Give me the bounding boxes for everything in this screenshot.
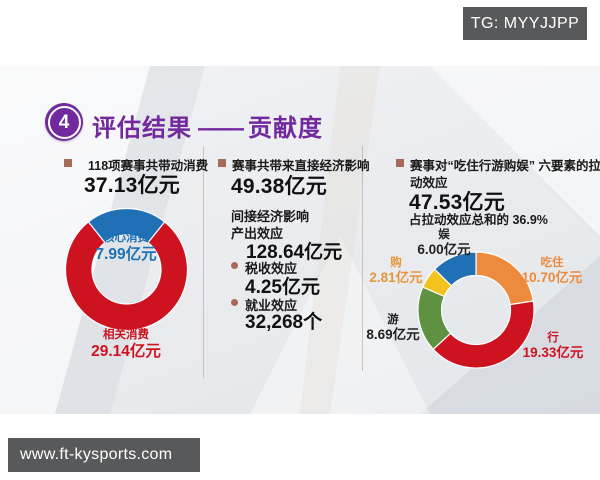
direct-impact-value: 49.38亿元 bbox=[231, 175, 327, 198]
tour-value: 8.69亿元 bbox=[366, 327, 420, 343]
output-effect-value: 128.64亿元 bbox=[246, 242, 343, 263]
core-consumption-value: 7.99亿元 bbox=[95, 246, 157, 264]
employment-effect-label: 就业效应 bbox=[245, 298, 298, 313]
square-bullet-icon bbox=[64, 159, 72, 167]
section-number: 4 bbox=[47, 105, 81, 139]
entertainment-value: 6.00亿元 bbox=[417, 242, 471, 258]
column-divider bbox=[362, 146, 363, 371]
section-number-circle: 4 bbox=[45, 103, 83, 141]
indirect-impact-heading: 间接经济影响 bbox=[231, 209, 310, 224]
eat-stay-name: 吃住 bbox=[540, 257, 564, 269]
tour-label: 游 8.69亿元 bbox=[348, 314, 438, 343]
employment-effect-value: 32,268个 bbox=[245, 312, 323, 333]
transport-value: 19.33亿元 bbox=[522, 345, 584, 361]
entertainment-label: 娱 6.00亿元 bbox=[399, 229, 489, 258]
shopping-value: 2.81亿元 bbox=[369, 270, 423, 286]
direct-impact-heading: 赛事共带来直接经济影响 bbox=[232, 159, 370, 173]
round-bullet-icon bbox=[231, 299, 238, 306]
website-text: www.ft-kysports.com bbox=[20, 446, 173, 463]
square-bullet-icon bbox=[396, 159, 404, 167]
related-consumption-name: 相关消费 bbox=[103, 329, 149, 341]
tax-effect-label: 税收效应 bbox=[245, 261, 298, 276]
core-consumption-label: 核心消费 7.99亿元 bbox=[66, 232, 186, 264]
eat-stay-label: 吃住 10.70亿元 bbox=[507, 257, 597, 286]
title-dash: —— bbox=[198, 115, 244, 142]
output-effect-label: 产出效应 bbox=[231, 226, 284, 241]
consumption-heading: 118项赛事共带动消费 bbox=[88, 159, 209, 173]
donut-segment-行 bbox=[432, 300, 535, 369]
tax-effect-value: 4.25亿元 bbox=[245, 277, 320, 298]
entertainment-name: 娱 bbox=[438, 229, 450, 241]
tg-contact-text: TG: MYYJJPP bbox=[470, 14, 580, 32]
pull-effect-value: 47.53亿元 bbox=[409, 191, 505, 214]
pull-effect-heading-line2: 动效应 bbox=[410, 176, 448, 190]
six-elements-donut-chart bbox=[417, 251, 535, 369]
column-divider bbox=[203, 146, 204, 378]
tg-contact-badge: TG: MYYJJPP bbox=[463, 7, 587, 40]
transport-name: 行 bbox=[547, 332, 559, 344]
website-badge: www.ft-kysports.com bbox=[8, 438, 200, 472]
shopping-label: 购 2.81亿元 bbox=[351, 257, 441, 286]
donut-segment-相关消费 bbox=[64, 221, 189, 332]
round-bullet-icon bbox=[231, 262, 238, 269]
donut-segment-娱 bbox=[433, 251, 477, 287]
eat-stay-value: 10.70亿元 bbox=[521, 270, 583, 286]
slide: 4 评估结果 —— 贡献度 118项赛事共带动消费 37.13亿元 核心消费 7.9… bbox=[0, 66, 600, 414]
core-consumption-name: 核心消费 bbox=[103, 232, 149, 244]
consumption-total-value: 37.13亿元 bbox=[84, 174, 180, 197]
shopping-name: 购 bbox=[390, 257, 402, 269]
square-bullet-icon bbox=[218, 159, 226, 167]
page-title-main: 评估结果 bbox=[92, 115, 192, 142]
tour-name: 游 bbox=[387, 314, 399, 326]
pull-effect-heading-line1: 赛事对“吃住行游购娱” 六要素的拉 bbox=[410, 159, 600, 173]
related-consumption-value: 29.14亿元 bbox=[91, 343, 161, 361]
page-title-sub: 贡献度 bbox=[248, 115, 323, 142]
transport-label: 行 19.33亿元 bbox=[508, 332, 598, 361]
related-consumption-label: 相关消费 29.14亿元 bbox=[66, 329, 186, 361]
pull-effect-note: 占拉动效应总和的 36.9% bbox=[409, 213, 548, 227]
consumption-donut-chart bbox=[64, 207, 189, 332]
page-title: 评估结果 —— 贡献度 bbox=[92, 108, 323, 143]
